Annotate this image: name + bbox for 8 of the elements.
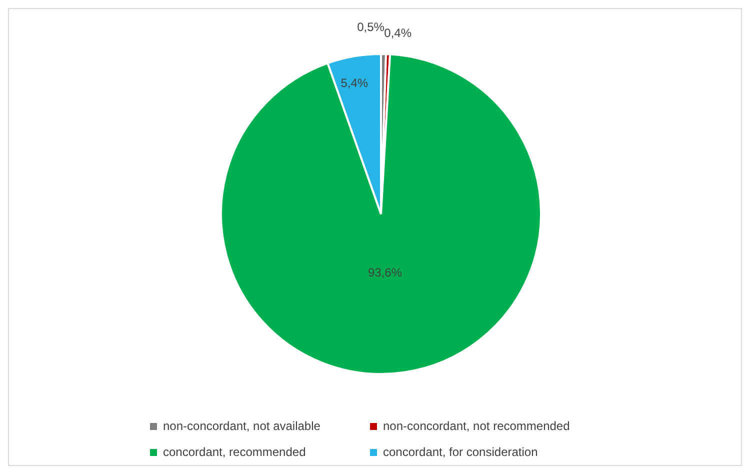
data-label: 93,6%	[368, 265, 402, 280]
legend-label: non-concordant, not available	[163, 419, 320, 433]
legend-label: non-concordant, not recommended	[383, 419, 570, 433]
legend-label: concordant, for consideration	[383, 445, 538, 459]
data-label: 0,4%	[384, 26, 412, 40]
legend-label: concordant, recommended	[163, 445, 306, 459]
data-label: 5,4%	[340, 76, 368, 90]
data-label: 0,5%	[357, 20, 385, 34]
